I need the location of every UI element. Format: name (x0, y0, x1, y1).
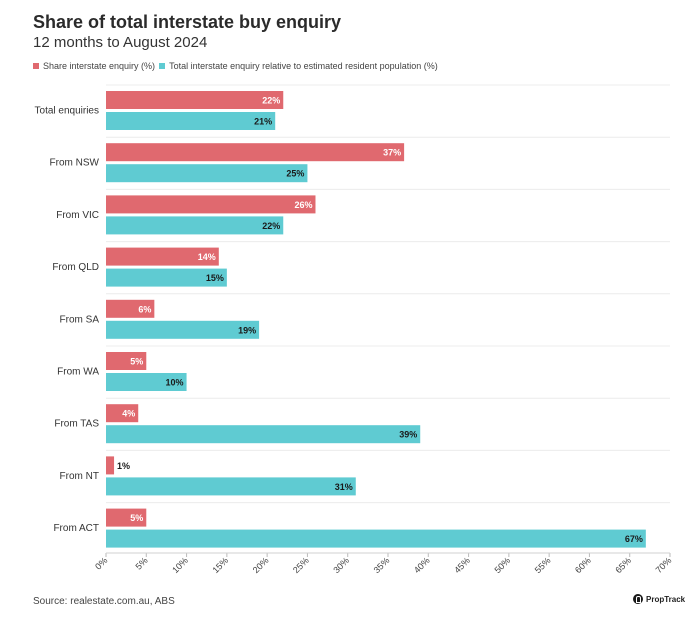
x-tick-label: 0% (93, 555, 109, 571)
data-label-series-1: 5% (130, 513, 143, 523)
x-tick-label: 60% (573, 555, 593, 575)
data-label-series-1: 14% (198, 252, 216, 262)
bar-series-2 (106, 320, 260, 339)
data-label-series-2: 67% (625, 534, 643, 544)
x-tick-label: 45% (452, 555, 472, 575)
bar-series-1 (106, 404, 139, 423)
chart-title: Share of total interstate buy enquiry (33, 12, 342, 32)
data-label-series-1: 37% (383, 148, 401, 158)
bar-series-2 (106, 373, 187, 391)
bar-series-1 (106, 352, 147, 370)
bar-series-2 (106, 529, 646, 548)
legend-label-series-1: Share interstate enquiry (%) (43, 61, 156, 71)
bar-series-1 (106, 508, 147, 527)
data-label-series-2: 22% (262, 221, 280, 231)
category-label: From WA (57, 367, 99, 378)
data-label-series-2: 19% (238, 325, 256, 335)
legend-item-series-2: Total interstate enquiry relative to est… (159, 61, 438, 71)
proptrack-logo-text: PropTrack (646, 594, 686, 604)
category-label: From TAS (54, 419, 99, 430)
x-tick-label: 65% (613, 555, 633, 575)
x-tick-label: 15% (210, 555, 230, 575)
bar-series-2 (106, 425, 421, 444)
category-label: From NT (60, 471, 99, 482)
x-tick-label: 10% (170, 555, 190, 575)
bar-series-1 (106, 247, 219, 266)
x-tick-label: 40% (412, 555, 432, 575)
data-label-series-1: 4% (122, 409, 135, 419)
x-tick-label: 5% (133, 555, 149, 571)
x-tick-label: 70% (654, 555, 674, 575)
category-label: From VIC (56, 210, 99, 221)
bar-series-1 (106, 299, 155, 318)
data-label-series-2: 21% (254, 117, 272, 127)
proptrack-logo-icon (633, 594, 643, 604)
data-label-series-1: 26% (294, 200, 312, 210)
data-label-series-1: 5% (130, 357, 143, 367)
legend-swatch-series-1 (33, 63, 39, 69)
category-label: From QLD (52, 262, 99, 273)
bar-series-2 (106, 164, 308, 183)
bar-series-1 (106, 91, 284, 109)
x-tick-label: 30% (331, 555, 351, 575)
bar-series-1 (106, 456, 115, 475)
category-label: From NSW (50, 158, 100, 169)
x-tick-label: 35% (372, 555, 392, 575)
data-label-series-1: 6% (138, 304, 151, 314)
x-tick-label: 25% (291, 555, 311, 575)
bar-series-2 (106, 477, 356, 496)
category-label: From ACT (53, 523, 99, 534)
legend: Share interstate enquiry (%) Total inter… (33, 61, 442, 71)
data-label-series-2: 31% (335, 482, 353, 492)
category-label: From SA (60, 314, 100, 325)
legend-label-series-2: Total interstate enquiry relative to est… (169, 61, 438, 71)
bar-series-2 (106, 216, 284, 235)
legend-swatch-series-2 (159, 63, 166, 69)
data-label-series-2: 15% (206, 273, 224, 283)
chart-subtitle: 12 months to August 2024 (33, 34, 208, 51)
x-tick-label: 55% (533, 555, 553, 575)
bar-series-2 (106, 268, 227, 287)
legend-item-series-1: Share interstate enquiry (%) (33, 61, 155, 71)
bar-series-1 (106, 195, 316, 214)
x-tick-label: 20% (251, 555, 271, 575)
source-note: Source: realestate.com.au, ABS (33, 596, 175, 607)
x-tick-label: 50% (492, 555, 512, 575)
bar-series-1 (106, 143, 405, 162)
data-label-series-1: 1% (117, 461, 130, 471)
data-label-series-2: 39% (399, 430, 417, 440)
bar-series-2 (106, 112, 276, 130)
data-label-series-2: 25% (286, 169, 304, 179)
proptrack-logo: PropTrack (633, 594, 685, 604)
data-label-series-2: 10% (166, 378, 184, 388)
category-label: Total enquiries (35, 106, 99, 117)
data-label-series-1: 22% (262, 96, 280, 106)
